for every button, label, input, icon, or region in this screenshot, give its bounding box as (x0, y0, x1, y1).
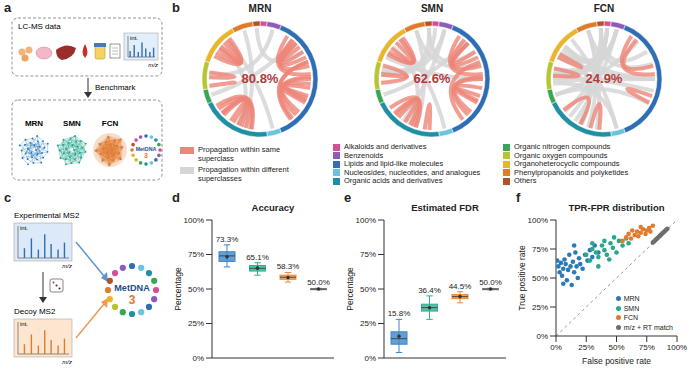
svg-text:50%: 50% (188, 285, 204, 294)
svg-text:Experimental MS2: Experimental MS2 (14, 211, 80, 220)
svg-text:0%: 0% (550, 343, 562, 352)
html-text:Nucleosides, nucleotides, and: Nucleosides, nucleotides, and analogues (344, 167, 481, 177)
html-text:62.6%: 62.6% (413, 71, 451, 86)
svg-text:Decoy MS2: Decoy MS2 (14, 307, 56, 316)
svg-text:100%: 100% (528, 216, 548, 225)
svg-text:15.8%: 15.8% (388, 309, 411, 318)
html-text:Benzenoids: Benzenoids (344, 150, 384, 160)
html-text:f: f (516, 190, 521, 205)
svg-text:75%: 75% (532, 245, 548, 254)
html-text:m/z + RT match: m/z + RT match (623, 323, 673, 331)
svg-text:Benchmark: Benchmark (95, 83, 136, 92)
html-text:Accuracy: Accuracy (251, 202, 295, 213)
html-text:Propagation within different s: Propagation within different superclasse… (198, 165, 289, 183)
html-text:24.9%: 24.9% (585, 71, 623, 86)
svg-text:0%: 0% (192, 354, 204, 363)
html-text:Phenylpropanoids and polyketid: Phenylpropanoids and polyketides (514, 167, 629, 177)
svg-text:m/z: m/z (62, 359, 72, 365)
svg-text:FCN: FCN (102, 119, 119, 128)
svg-text:3: 3 (144, 152, 148, 159)
svg-text:50.0%: 50.0% (479, 278, 502, 287)
svg-text:Percentage: Percentage (345, 267, 355, 311)
svg-text:100%: 100% (356, 216, 376, 225)
svg-text:75%: 75% (639, 343, 655, 352)
svg-text:44.5%: 44.5% (449, 282, 472, 291)
svg-text:25%: 25% (360, 319, 376, 328)
svg-text:50.0%: 50.0% (307, 278, 330, 287)
html-text:d: d (172, 190, 180, 205)
svg-text:MetDNA: MetDNA (136, 146, 157, 152)
svg-text:m/z: m/z (148, 62, 158, 68)
html-text:Estimated FDR: Estimated FDR (411, 202, 479, 213)
svg-text:SMN: SMN (63, 119, 81, 128)
html-text:TPR-FPR distribution: TPR-FPR distribution (568, 202, 665, 213)
svg-text:25%: 25% (532, 303, 548, 312)
svg-text:25%: 25% (578, 343, 594, 352)
html-text:FCN: FCN (593, 3, 615, 14)
svg-text:MetDNA: MetDNA (114, 283, 150, 293)
html-text:SMN: SMN (420, 3, 444, 14)
html-text:FCN: FCN (623, 314, 638, 321)
svg-text:int.: int. (20, 321, 28, 327)
html-text:MRN: MRN (623, 295, 640, 302)
svg-text:65.1%: 65.1% (246, 253, 269, 262)
svg-text:m/z: m/z (62, 263, 72, 269)
html-text:Organic nitrogen compounds: Organic nitrogen compounds (514, 142, 611, 151)
html-text:Alkaloids and derivatives: Alkaloids and derivatives (344, 142, 427, 151)
svg-text:int.: int. (130, 35, 138, 41)
html-text:Organic acids and derivatives: Organic acids and derivatives (344, 176, 443, 185)
svg-text:58.3%: 58.3% (277, 262, 300, 271)
svg-text:True positive rate: True positive rate (517, 245, 527, 311)
svg-text:LC-MS data: LC-MS data (18, 22, 61, 31)
svg-text:3: 3 (129, 293, 136, 307)
svg-text:100%: 100% (667, 343, 687, 352)
svg-text:False positive rate: False positive rate (582, 356, 651, 366)
svg-text:50%: 50% (532, 274, 548, 283)
html-text:80.8%: 80.8% (241, 71, 279, 86)
svg-text:50%: 50% (360, 285, 376, 294)
svg-text:50%: 50% (608, 343, 624, 352)
svg-text:36.4%: 36.4% (418, 286, 441, 295)
svg-text:MRN: MRN (25, 119, 43, 128)
html-text:e: e (344, 190, 352, 205)
html-text:b: b (172, 0, 180, 15)
html-text:c: c (4, 190, 12, 205)
svg-text:int.: int. (20, 225, 28, 231)
svg-text:73.3%: 73.3% (216, 235, 239, 244)
html-text:Lipids and lipid-like molecule: Lipids and lipid-like molecules (344, 159, 444, 168)
html-text:Organic oxygen compounds: Organic oxygen compounds (514, 150, 608, 160)
svg-text:0%: 0% (536, 332, 548, 341)
html-text:MRN: MRN (248, 3, 272, 14)
html-text:Organoheterocyclic compounds: Organoheterocyclic compounds (514, 159, 620, 168)
svg-text:25%: 25% (188, 319, 204, 328)
svg-text:0%: 0% (364, 354, 376, 363)
html-text:SMN: SMN (623, 304, 640, 312)
svg-text:Percentage: Percentage (173, 267, 183, 311)
html-text:Propagation within same superc: Propagation within same superclass (198, 145, 281, 163)
svg-text:75%: 75% (188, 250, 204, 259)
svg-text:100%: 100% (184, 216, 204, 225)
html-text:a: a (4, 0, 12, 15)
html-text:Others: Others (514, 176, 537, 185)
svg-text:75%: 75% (360, 250, 376, 259)
